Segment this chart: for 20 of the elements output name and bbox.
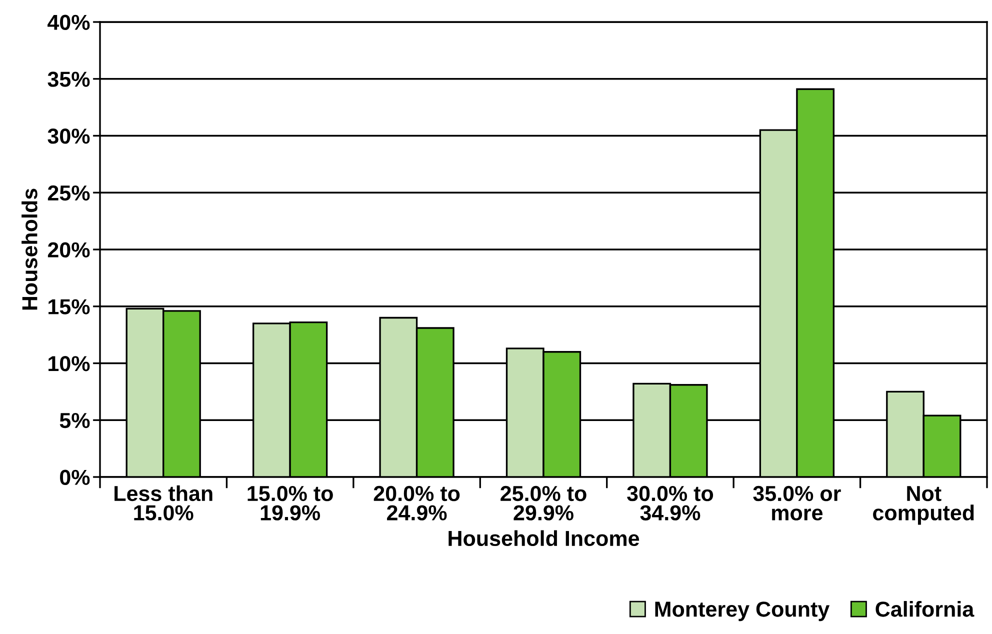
x-tick-label: 30.0% to 34.9% — [627, 486, 714, 520]
y-tick-label: 25% — [48, 185, 90, 201]
y-tick-label: 5% — [60, 412, 90, 428]
x-tick-label: Less than 15.0% — [114, 485, 212, 520]
y-tick-label: 10% — [48, 356, 90, 372]
y-tick-label: 30% — [48, 128, 90, 144]
y-tick-label: 0% — [60, 470, 90, 486]
x-tick-label: 35.0% or more — [753, 486, 841, 520]
y-tick-label: 15% — [48, 299, 90, 314]
legend-label: California — [876, 601, 974, 617]
y-tick-label: 20% — [48, 242, 90, 258]
x-tick-label: Not computed — [873, 486, 974, 525]
x-axis-title: Household Income — [448, 530, 640, 546]
y-axis-title: Households — [22, 188, 38, 310]
y-tick-label: 35% — [48, 72, 90, 87]
legend-label: Monterey County — [655, 602, 830, 622]
x-tick-label: 20.0% to 24.9% — [374, 486, 460, 520]
x-tick-label: 15.0% to 19.9% — [248, 486, 333, 520]
y-tick-label: 40% — [48, 14, 90, 30]
x-tick-label: 25.0% to 29.9% — [500, 486, 586, 520]
